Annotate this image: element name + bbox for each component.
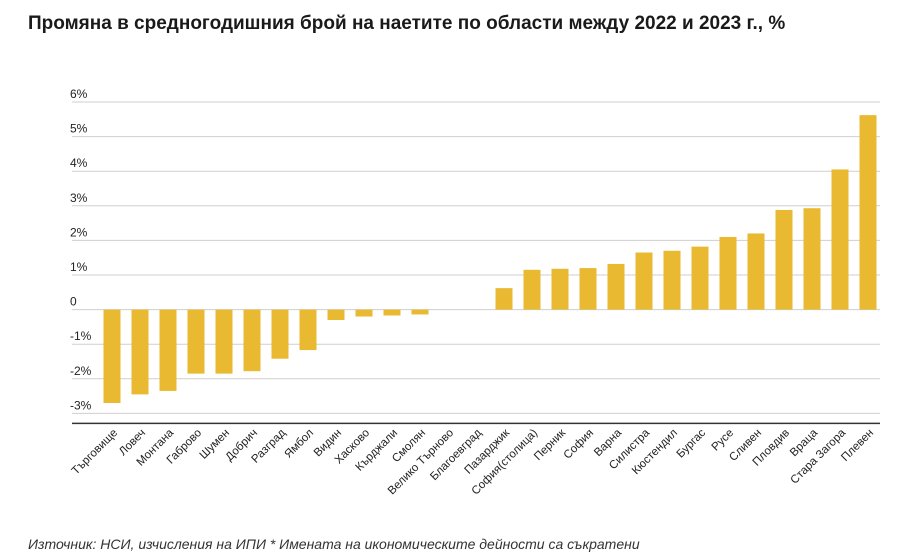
bar <box>803 208 821 310</box>
y-tick-label: 4% <box>70 156 88 170</box>
bar <box>159 309 177 391</box>
bar <box>607 263 625 310</box>
y-tick-label: 0 <box>70 295 77 309</box>
y-tick-label: 3% <box>70 191 88 205</box>
bar <box>859 115 877 310</box>
bar <box>131 309 149 395</box>
x-tick-label: Търговище <box>70 427 120 477</box>
y-tick-label: -1% <box>70 329 92 343</box>
y-tick-label: -2% <box>70 364 92 378</box>
x-tick-label: Бургас <box>675 427 709 461</box>
bar <box>411 309 429 315</box>
y-tick-label: 2% <box>70 225 88 239</box>
y-tick-label: 6% <box>70 87 88 101</box>
source-note: Източник: НСИ, изчисления на ИПИ * Имена… <box>28 536 640 552</box>
x-tick-label: София <box>562 427 597 462</box>
bar <box>635 252 653 310</box>
gridlines <box>72 101 880 414</box>
bar <box>747 233 765 310</box>
bar <box>271 309 289 359</box>
bar <box>299 309 317 351</box>
x-axis-labels: ТърговищеЛовечМонтанаГабровоШуменДобричР… <box>70 426 876 497</box>
bar <box>551 268 569 310</box>
y-axis-ticks: 6% 5% 4% 3% 2% 1% 0 -1% -2% -3% <box>70 87 92 412</box>
x-tick-label: Перник <box>532 426 569 463</box>
bars <box>103 115 877 404</box>
bar <box>775 209 793 310</box>
x-tick-label: Ямбол <box>283 427 317 461</box>
bar <box>663 250 681 310</box>
bar <box>719 236 737 310</box>
bar <box>495 288 513 310</box>
bar <box>355 309 373 317</box>
y-tick-label: 1% <box>70 260 88 274</box>
bar <box>327 309 345 320</box>
y-tick-label: -3% <box>70 398 92 412</box>
bar <box>579 268 597 310</box>
bar <box>383 309 401 316</box>
bar <box>187 309 205 374</box>
bar <box>831 169 849 310</box>
bar <box>691 246 709 310</box>
bar <box>243 309 261 372</box>
chart-title: Промяна в средногодишния брой на наетите… <box>28 13 786 34</box>
bar <box>523 269 541 310</box>
y-tick-label: 5% <box>70 122 88 136</box>
bar <box>103 309 121 404</box>
bar <box>215 309 233 374</box>
